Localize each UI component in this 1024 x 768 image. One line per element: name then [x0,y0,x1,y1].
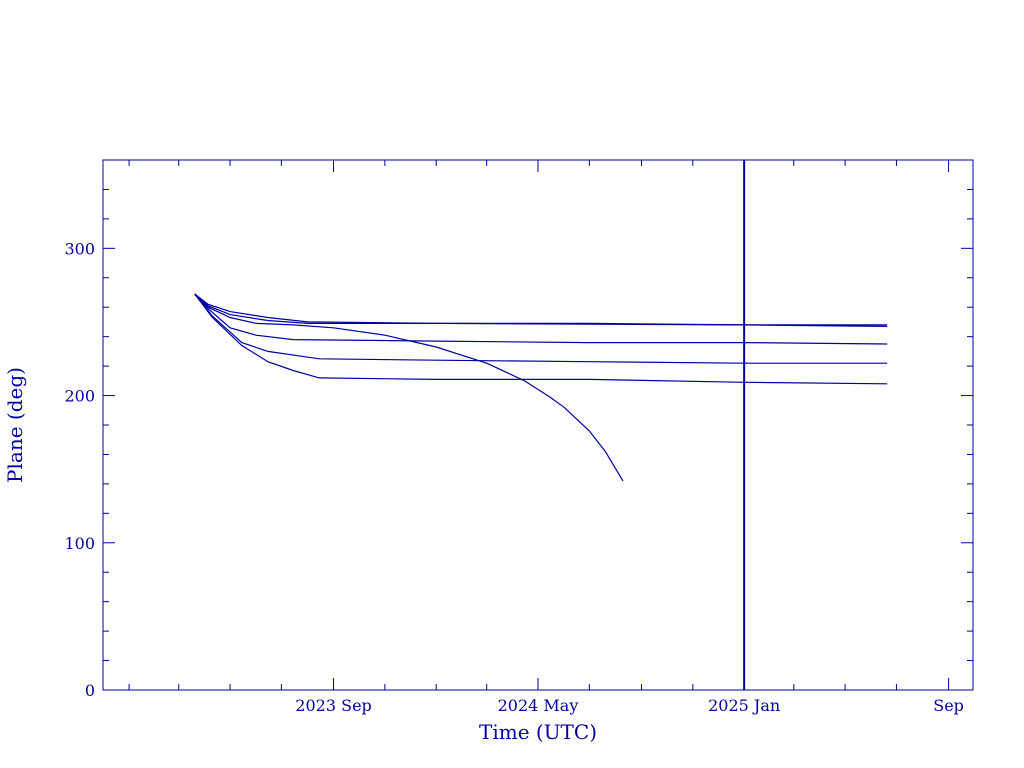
series-line [194,293,888,327]
series-line [194,293,888,345]
series-line [194,293,888,364]
series-layer [194,160,888,690]
y-tick-label: 300 [64,239,95,258]
series-line [194,293,888,326]
y-tick-label: 0 [85,681,95,700]
plot-frame [102,159,974,691]
y-tick-label: 100 [64,534,95,553]
tick-labels: 0 100 200 300 2023 Sep 2024 May 2025 Jan Sep [64,239,963,715]
x-axis-title: Time (UTC) [479,720,597,744]
x-tick-label: Sep [933,696,964,715]
series-line [194,293,624,482]
y-axis-title: Plane (deg) [3,367,27,483]
x-tick-label: 2025 Jan [708,696,780,715]
x-tick-label: 2024 May [498,696,579,715]
x-tick-label: 2023 Sep [295,696,371,715]
axis-ticks [103,159,973,691]
series-line [194,293,888,385]
y-tick-label: 200 [64,387,95,406]
